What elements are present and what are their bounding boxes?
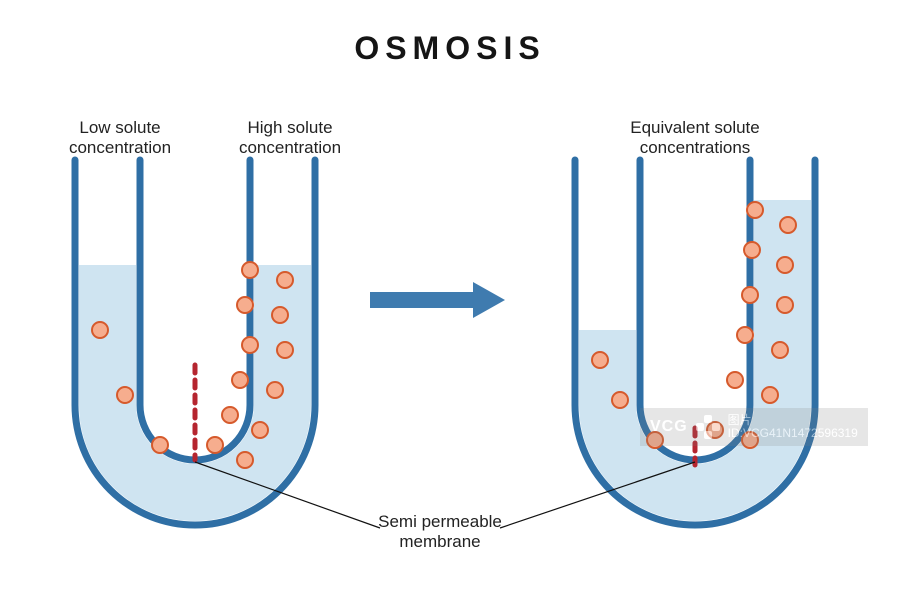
- watermark-vcg: VCG: [650, 418, 688, 436]
- diagram-stage: OSMOSIS Low solute concentration High so…: [0, 0, 900, 600]
- watermark-text: 图片 ID:VCG41N1472596319: [728, 414, 858, 440]
- watermark-id: ID:VCG41N1472596319: [728, 427, 858, 440]
- watermark: VCG 图片 ID:VCG41N1472596319: [640, 408, 868, 446]
- osmosis-svg: [0, 0, 900, 600]
- watermark-logo-icon: [696, 415, 720, 439]
